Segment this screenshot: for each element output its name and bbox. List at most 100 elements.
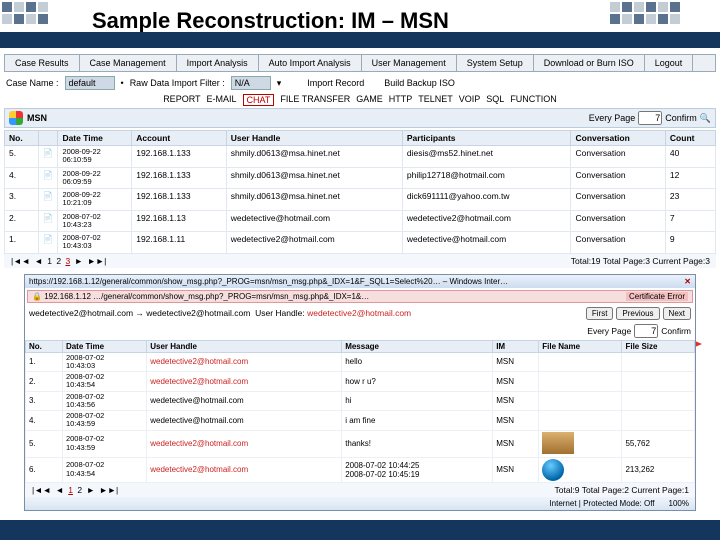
protocol-tabs: REPORT E-MAIL CHAT FILE TRANSFER GAME HT… (0, 94, 720, 106)
mcol-msg[interactable]: Message (342, 340, 493, 352)
message-row[interactable]: 6.2008-07-0210:43:54wedetective2@hotmail… (26, 457, 695, 482)
msn-label: MSN (27, 113, 47, 123)
confirm-link[interactable]: Confirm (665, 113, 697, 123)
case-name-select[interactable] (65, 76, 115, 90)
tab-case-results[interactable]: Case Results (5, 55, 80, 71)
sub-every-page-input[interactable] (634, 324, 658, 338)
mcol-fn[interactable]: File Name (539, 340, 622, 352)
proto-voip[interactable]: VOIP (459, 94, 481, 106)
proto-function[interactable]: FUNCTION (510, 94, 557, 106)
proto-http[interactable]: HTTP (389, 94, 413, 106)
slide-title: Sample Reconstruction: IM – MSN (92, 8, 449, 34)
tab-user-management[interactable]: User Management (362, 55, 457, 71)
file-thumbnail-icon (542, 432, 574, 454)
sub-uh-value: wedetective2@hotmail.com (307, 308, 411, 318)
case-filter-row: Case Name : • Raw Data Import Filter : ▾… (0, 72, 720, 94)
status-mode: Internet | Protected Mode: Off (549, 499, 654, 508)
col-account[interactable]: Account (132, 131, 226, 146)
slide-title-bar: Sample Reconstruction: IM – MSN (0, 0, 720, 48)
sub-url: 192.168.1.12 (44, 292, 91, 301)
tab-system-setup[interactable]: System Setup (457, 55, 534, 71)
mcol-fs[interactable]: File Size (622, 340, 695, 352)
sub-pager-p2[interactable]: 2 (77, 485, 82, 495)
status-zoom: 100% (669, 499, 689, 508)
sub-pager-totals: Total:9 Total Page:2 Current Page:1 (554, 485, 689, 495)
mcol-dt[interactable]: Date Time (62, 340, 146, 352)
every-page-label: Every Page (589, 113, 636, 123)
slide-footer-bar (0, 520, 720, 540)
sub-window-title: https://192.168.1.12/general/common/show… (29, 277, 508, 286)
sub-pager-last[interactable]: ►►| (99, 485, 118, 495)
tab-download-iso[interactable]: Download or Burn ISO (534, 55, 645, 71)
col-no[interactable]: No. (5, 131, 39, 146)
conversation-detail-window: https://192.168.1.12/general/common/show… (24, 274, 696, 511)
pager-first[interactable]: |◄◄ (11, 256, 30, 266)
sub-pager-prev[interactable]: ◄ (55, 485, 63, 495)
sub-every-page-label: Every Page (587, 326, 631, 336)
sub-uh-label: User Handle: (255, 308, 305, 318)
ie-status-bar: Internet | Protected Mode: Off 100% (25, 497, 695, 510)
proto-report[interactable]: REPORT (163, 94, 200, 106)
pager-totals: Total:19 Total Page:3 Current Page:3 (571, 256, 710, 266)
col-user-handle[interactable]: User Handle (226, 131, 402, 146)
btn-previous[interactable]: Previous (616, 307, 659, 320)
pager-prev[interactable]: ◄ (34, 256, 42, 266)
pager-p3[interactable]: 3 (65, 256, 70, 266)
link-build-iso[interactable]: Build Backup ISO (384, 78, 455, 88)
message-row[interactable]: 3.2008-07-0210:43:56wedetective@hotmail.… (26, 391, 695, 411)
pager: |◄◄ ◄ 1 2 3 ► ►►| Total:19 Total Page:3 … (4, 254, 716, 268)
message-row[interactable]: 4.2008-07-0210:43:59wedetective@hotmail.… (26, 411, 695, 431)
msn-logo-icon (9, 111, 23, 125)
link-import-record[interactable]: Import Record (307, 78, 364, 88)
message-row[interactable]: 1.2008-07-0210:43:03wedetective2@hotmail… (26, 352, 695, 372)
col-conversation[interactable]: Conversation (571, 131, 665, 146)
btn-next[interactable]: Next (663, 307, 691, 320)
btn-first[interactable]: First (586, 307, 614, 320)
close-icon[interactable]: ✕ (684, 277, 691, 286)
sub-pager-p1[interactable]: 1 (68, 485, 73, 495)
proto-game[interactable]: GAME (356, 94, 383, 106)
search-icon[interactable]: 🔍 (700, 113, 711, 124)
proto-telnet[interactable]: TELNET (418, 94, 453, 106)
filter-label: Raw Data Import Filter : (130, 78, 225, 88)
message-table: No. Date Time User Handle Message IM Fil… (25, 340, 695, 483)
pager-p2[interactable]: 2 (56, 256, 61, 266)
message-row[interactable]: 5.2008-07-0210:43:59wedetective2@hotmail… (26, 430, 695, 457)
proto-sql[interactable]: SQL (486, 94, 504, 106)
pager-p1[interactable]: 1 (47, 256, 52, 266)
sub-pager-next[interactable]: ► (86, 485, 94, 495)
sub-pager-first[interactable]: |◄◄ (32, 485, 51, 495)
case-name-label: Case Name : (6, 78, 59, 88)
col-count[interactable]: Count (665, 131, 715, 146)
table-row[interactable]: 2.📄2008-07-0210:43:23192.168.1.13wedetec… (5, 210, 716, 232)
conversation-table: No. Date Time Account User Handle Partic… (4, 130, 716, 254)
tab-logout[interactable]: Logout (645, 55, 694, 71)
media-player-icon (542, 459, 564, 481)
proto-email[interactable]: E-MAIL (207, 94, 237, 106)
tab-case-management[interactable]: Case Management (80, 55, 177, 71)
table-row[interactable]: 5.📄2008-09-2206:10:59192.168.1.133shmily… (5, 146, 716, 168)
pager-last[interactable]: ►►| (87, 256, 106, 266)
filter-select[interactable] (231, 76, 271, 90)
sub-header-left: wedetective2@hotmail.com → wedetective2@… (29, 308, 250, 318)
tab-import-analysis[interactable]: Import Analysis (177, 55, 259, 71)
cert-error-badge[interactable]: Certificate Error (626, 292, 688, 301)
message-row[interactable]: 2.2008-07-0210:43:54wedetective2@hotmail… (26, 372, 695, 392)
col-participants[interactable]: Participants (402, 131, 571, 146)
mcol-im[interactable]: IM (493, 340, 539, 352)
proto-file-transfer[interactable]: FILE TRANSFER (280, 94, 350, 106)
proto-chat[interactable]: CHAT (243, 94, 275, 106)
col-icon[interactable] (38, 131, 58, 146)
main-tabs: Case Results Case Management Import Anal… (4, 54, 716, 72)
table-row[interactable]: 4.📄2008-09-2206:09:59192.168.1.133shmily… (5, 167, 716, 189)
pager-next[interactable]: ► (75, 256, 83, 266)
mcol-uh[interactable]: User Handle (147, 340, 342, 352)
sub-confirm-link[interactable]: Confirm (661, 326, 691, 336)
tab-auto-import-analysis[interactable]: Auto Import Analysis (259, 55, 362, 71)
col-datetime[interactable]: Date Time (58, 131, 132, 146)
mcol-no[interactable]: No. (26, 340, 63, 352)
table-row[interactable]: 1.📄2008-07-0210:43:03192.168.1.11wedetec… (5, 232, 716, 254)
table-row[interactable]: 3.📄2008-09-2210:21:09192.168.1.133shmily… (5, 189, 716, 211)
every-page-input[interactable] (638, 111, 662, 125)
msn-bar: MSN Every Page Confirm 🔍 (4, 108, 716, 128)
